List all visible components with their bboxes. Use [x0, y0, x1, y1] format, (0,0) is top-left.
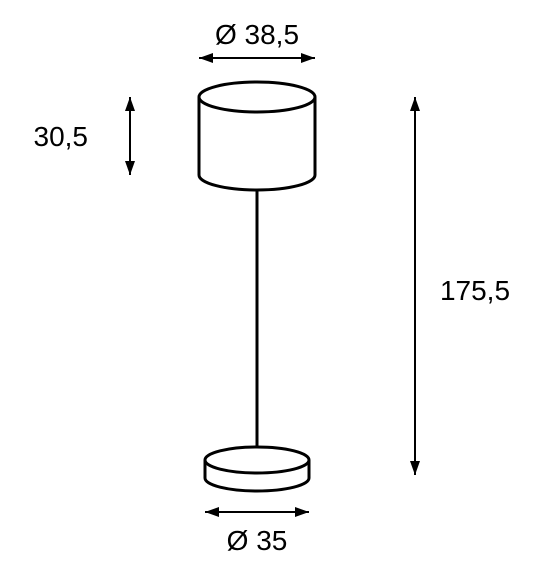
dim-shade-diameter-label: Ø 38,5: [215, 19, 299, 50]
dim-shade-height-label: 30,5: [34, 121, 89, 152]
dim-shade-diameter: Ø 38,5: [199, 19, 315, 63]
lamp-base: [205, 447, 309, 491]
dim-base-diameter-label: Ø 35: [227, 525, 288, 556]
dim-base-diameter: Ø 35: [205, 507, 309, 556]
lamp-dimension-diagram: Ø 38,5 30,5 175,5 Ø 35: [0, 0, 556, 583]
dim-shade-height: 30,5: [34, 97, 136, 175]
dim-total-height: 175,5: [410, 97, 510, 475]
lamp-shade: [199, 82, 315, 190]
dim-total-height-label: 175,5: [440, 275, 510, 306]
